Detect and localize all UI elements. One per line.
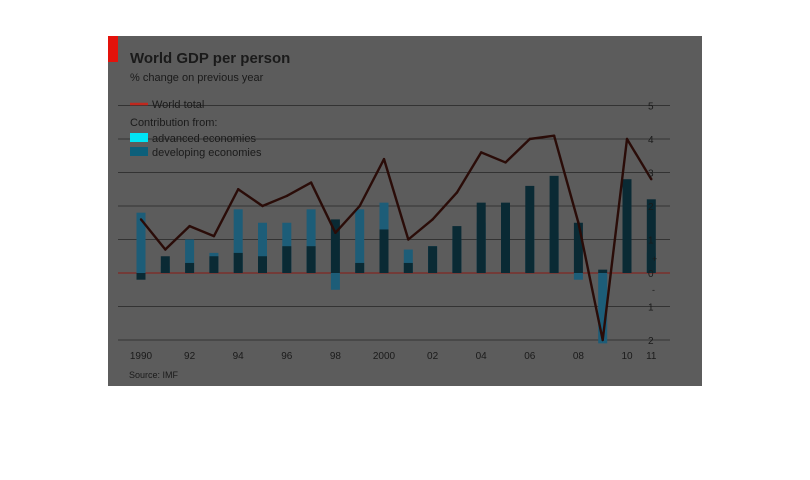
world-total-point xyxy=(431,218,434,221)
x-tick-label: 1990 xyxy=(130,351,153,362)
x-tick-label: 08 xyxy=(573,351,585,362)
bar-advanced xyxy=(136,212,146,273)
x-tick-label: 02 xyxy=(427,351,439,362)
bar-developing xyxy=(379,229,389,273)
bar-developing xyxy=(258,256,267,273)
legend-line-label: World total xyxy=(152,99,204,111)
bar-developing xyxy=(622,179,632,273)
world-total-point xyxy=(358,204,361,208)
legend-group-heading: Contribution from: xyxy=(130,117,217,129)
world-total-point xyxy=(309,181,313,184)
world-total-point xyxy=(382,157,386,161)
y-tick-label: 4 xyxy=(648,135,654,146)
plot-panel xyxy=(108,36,702,386)
bar-developing xyxy=(282,246,292,273)
bar-advanced xyxy=(573,273,583,280)
world-total-point xyxy=(577,221,580,224)
legend-developing-label: developing economies xyxy=(152,147,262,159)
bar-developing xyxy=(646,199,656,273)
bar-developing xyxy=(573,222,583,273)
world-total-point xyxy=(139,218,143,221)
bar-developing xyxy=(525,185,535,273)
bar-developing xyxy=(330,219,340,273)
legend-advanced-label: advanced economies xyxy=(152,133,256,145)
world-total-point xyxy=(650,178,653,181)
bar-advanced xyxy=(185,239,195,273)
y-tick-label: 2 xyxy=(648,202,654,213)
chart-subtitle: % change on previous year xyxy=(130,72,264,84)
bar-developing xyxy=(452,226,462,273)
y-axis-ticks: 5 4 3 2 1 0 1 2 xyxy=(648,102,654,348)
world-total-point xyxy=(625,137,629,141)
x-tick-label: 98 xyxy=(330,351,342,362)
world-total-point xyxy=(504,161,507,164)
y-tick-label: 3 xyxy=(648,169,654,180)
legend: World total Contribution from: advanced … xyxy=(130,99,262,159)
world-total-point xyxy=(455,191,459,194)
world-total-point xyxy=(261,204,264,208)
y-tick-label: 1 xyxy=(648,236,654,247)
x-tick-label: 2000 xyxy=(373,351,396,362)
y-tick-label: 2 xyxy=(648,336,654,347)
bar-advanced xyxy=(306,209,316,273)
x-tick-label: 11 xyxy=(646,351,657,362)
world-total-point xyxy=(164,248,167,251)
world-total-point xyxy=(552,134,556,137)
bar-developing xyxy=(598,269,608,273)
world-total-point xyxy=(528,137,531,141)
bar-developing xyxy=(185,262,195,273)
x-tick-label: 04 xyxy=(476,351,488,362)
bar-advanced xyxy=(233,209,243,273)
bar-developing xyxy=(209,256,219,273)
x-axis-ticks: 1990 92 94 96 98 2000 02 04 06 08 10 11 xyxy=(130,351,657,362)
bar-developing xyxy=(549,175,559,273)
x-tick-label: 06 xyxy=(524,351,536,362)
world-total-path xyxy=(140,134,653,342)
bar-developing xyxy=(160,256,170,273)
bar-advanced xyxy=(403,249,413,273)
bar-developing xyxy=(501,202,510,273)
bar-developing xyxy=(355,262,365,273)
x-tick-label: 92 xyxy=(184,351,196,362)
x-tick-label: 94 xyxy=(233,351,245,362)
bar-developing xyxy=(306,246,316,273)
legend-advanced-swatch xyxy=(130,133,148,142)
world-total-point xyxy=(601,338,604,342)
legend-developing-swatch xyxy=(130,147,148,156)
y-tick-label: 0 xyxy=(648,269,654,280)
world-total-line xyxy=(139,134,653,342)
source-note: Source: IMF xyxy=(129,370,179,380)
world-total-point xyxy=(480,151,483,154)
bars xyxy=(136,175,656,344)
bar-developing xyxy=(233,252,243,273)
bar-developing xyxy=(136,273,146,280)
y-tick-label: 5 xyxy=(648,102,654,113)
world-total-point xyxy=(334,231,337,234)
bar-advanced xyxy=(330,273,340,290)
x-tick-label: 10 xyxy=(621,351,633,362)
y-plus-sign: + xyxy=(652,254,657,264)
y-tick-label: 1 xyxy=(648,303,654,314)
world-total-point xyxy=(285,194,288,198)
bar-advanced xyxy=(598,273,608,344)
world-total-point xyxy=(212,234,216,238)
bar-developing xyxy=(428,246,438,273)
x-tick-label: 96 xyxy=(281,351,293,362)
accent-block xyxy=(108,36,118,62)
bar-advanced xyxy=(355,209,365,273)
chart-title: World GDP per person xyxy=(130,50,290,67)
bar-advanced xyxy=(258,222,267,273)
bar-developing xyxy=(403,262,413,273)
world-total-point xyxy=(407,238,410,241)
world-total-point xyxy=(188,224,191,228)
bar-developing xyxy=(476,202,486,273)
y-minus-sign: - xyxy=(652,285,655,295)
world-total-point xyxy=(237,188,240,191)
